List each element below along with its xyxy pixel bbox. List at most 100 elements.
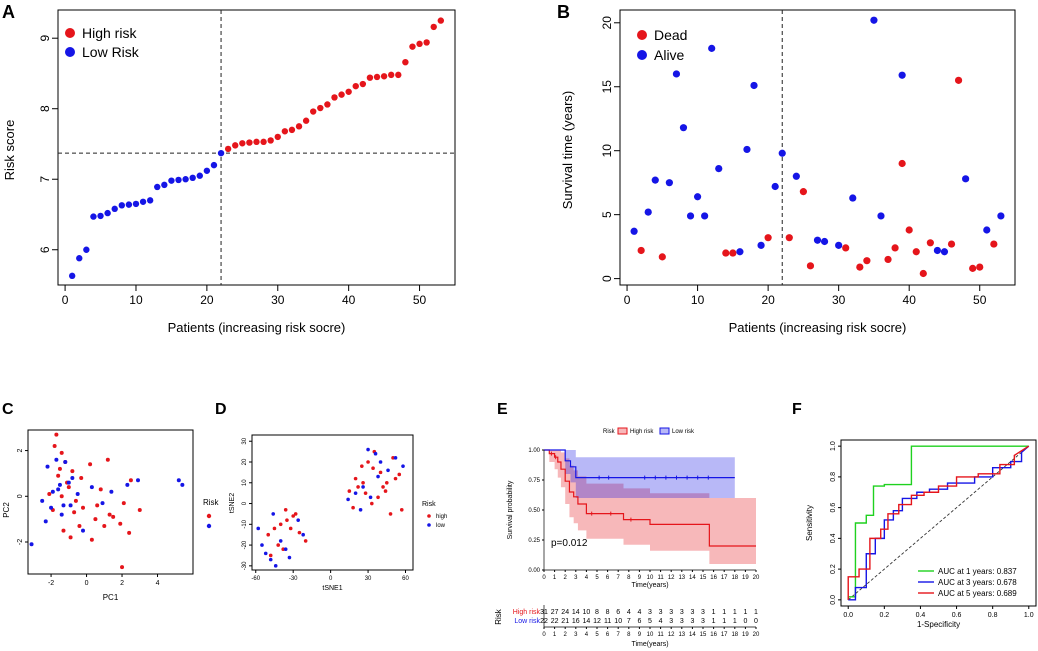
high-point	[68, 535, 73, 540]
risk-table-count: 3	[701, 609, 705, 616]
low-risk-point	[76, 255, 83, 262]
high-risk-point	[253, 138, 260, 146]
legend-low-risk-marker	[65, 47, 75, 57]
alive-point	[771, 182, 779, 191]
y-tick-label: 20	[600, 16, 614, 30]
legend-title: Risk	[203, 498, 220, 507]
x-tick-label: 1	[553, 632, 557, 638]
low-point	[283, 547, 288, 552]
high-point	[98, 487, 103, 492]
high-point	[376, 495, 380, 500]
legend-high-risk-swatch	[617, 427, 628, 435]
risk-table-count: 1	[754, 609, 758, 616]
x-tick-label: -60	[251, 576, 260, 582]
x-tick-label: 6	[606, 575, 610, 581]
risk-table-count: 3	[648, 609, 652, 616]
high-point	[391, 456, 395, 460]
high-point	[371, 466, 375, 471]
low-risk-point	[68, 272, 76, 280]
high-point	[73, 498, 78, 503]
alive-point	[701, 212, 709, 220]
x-tick-label: 10	[647, 632, 654, 638]
dead-point	[863, 257, 871, 265]
x-tick-label: 19	[742, 632, 749, 638]
high-point	[57, 466, 62, 471]
dead-point	[658, 253, 666, 261]
dead-point	[947, 240, 956, 248]
high-point	[56, 473, 61, 478]
y-axis-label: Survival probability	[507, 480, 514, 539]
plot-frame	[57, 9, 456, 286]
x-tick-label: -30	[289, 576, 298, 582]
risk-table-count: 4	[659, 618, 663, 625]
x-tick-label: 20	[753, 632, 760, 638]
high-risk-point	[295, 123, 303, 130]
dead-point	[799, 188, 807, 196]
high-point	[77, 524, 82, 528]
high-point	[388, 512, 393, 516]
x-tick-label: 7	[617, 575, 621, 581]
x-tick-label: 11	[657, 575, 664, 581]
high-point	[363, 491, 368, 495]
alive-point	[644, 208, 652, 216]
panel-letter: F	[792, 401, 802, 418]
x-tick-label: 40	[342, 293, 356, 307]
high-risk-point	[359, 80, 367, 88]
risk-table-count: 4	[637, 609, 641, 616]
low-point	[40, 498, 45, 503]
high-point	[102, 524, 107, 528]
dead-point	[912, 248, 920, 256]
risk-table-count: 3	[669, 609, 673, 616]
dead-point	[884, 255, 892, 264]
y-tick-label: 9	[38, 35, 52, 42]
low-risk-point	[83, 246, 90, 253]
alive-point	[983, 226, 991, 234]
low-point	[43, 519, 48, 524]
y-tick-label: 0.4	[830, 533, 837, 543]
x-tick-label: 10	[647, 575, 654, 581]
y-tick-label: 0.50	[528, 508, 540, 514]
alive-point	[877, 212, 885, 220]
x-axis-label: 1-Specificity	[917, 620, 960, 629]
risk-table-count: 24	[561, 609, 569, 616]
alive-point	[736, 248, 744, 256]
x-tick-label: 19	[742, 575, 749, 581]
high-point	[383, 489, 388, 493]
y-tick-label: 0.2	[830, 564, 837, 574]
risk-table-count: 5	[648, 618, 652, 625]
alive-point	[997, 212, 1005, 220]
high-point	[351, 505, 355, 510]
x-tick-label: 13	[678, 632, 685, 638]
risk-table-count: 3	[690, 609, 694, 616]
x-tick-label: 0	[624, 293, 631, 307]
high-risk-point	[338, 91, 345, 98]
high-point	[66, 485, 71, 490]
low-point	[366, 447, 370, 452]
low-point	[125, 482, 130, 487]
roc-curve-3-years-legend: AUC at 3 years: 0.678	[938, 578, 1017, 587]
x-tick-label: 0	[329, 576, 333, 582]
legend-high-marker	[206, 513, 212, 519]
x-tick-label: 0.4	[916, 612, 926, 619]
alive-point	[870, 16, 878, 24]
high-point	[120, 565, 125, 570]
low-risk-point	[182, 176, 189, 183]
dead-point	[891, 244, 899, 252]
low-risk-point	[217, 149, 225, 157]
high-risk-point	[288, 126, 296, 134]
legend-low-marker	[427, 523, 431, 527]
risk-table-count: 0	[754, 618, 758, 625]
high-risk-point	[430, 23, 437, 31]
high-point	[93, 517, 98, 522]
low-point	[89, 485, 94, 490]
high-risk-point	[302, 117, 310, 124]
alive-point	[792, 172, 800, 180]
low-risk-point	[97, 212, 104, 220]
y-tick-label: 0.00	[528, 568, 540, 574]
x-tick-label: 20	[753, 575, 760, 581]
risk-table-count: 8	[595, 609, 599, 616]
y-tick-label: 1.0	[830, 441, 837, 451]
low-point	[63, 460, 68, 464]
low-point	[361, 485, 365, 489]
x-tick-label: 14	[689, 575, 696, 581]
